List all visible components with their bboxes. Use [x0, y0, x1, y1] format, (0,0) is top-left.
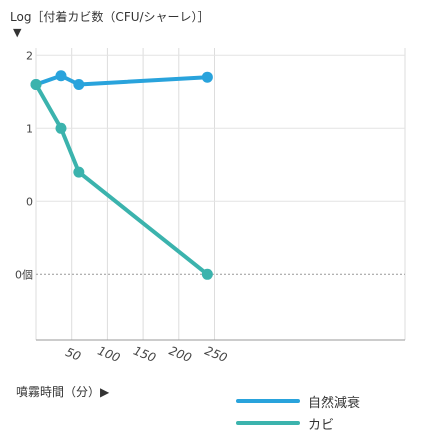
- series-point-0: [201, 71, 213, 83]
- legend-swatch-mold: [236, 421, 300, 425]
- legend-swatch-natural-decay: [236, 399, 300, 403]
- y-tick-label: 0: [26, 195, 33, 208]
- legend-label-mold: カビ: [308, 417, 335, 433]
- y-tick-label: 1: [26, 122, 33, 135]
- series-point-1: [30, 79, 42, 90]
- legend: 自然減衰 カビ: [236, 390, 360, 434]
- x-tick-label: 250: [203, 344, 230, 366]
- y-axis-arrow-icon: ▼: [13, 26, 22, 39]
- legend-label-natural-decay: 自然減衰: [308, 395, 361, 411]
- series-point-1: [201, 268, 213, 280]
- series-line-0: [34, 73, 210, 87]
- x-axis-title: 噴霧時間（分）▶: [16, 385, 110, 399]
- series-point-1: [55, 122, 67, 134]
- y-tick-label: 2: [26, 49, 33, 62]
- series-point-0: [55, 70, 67, 82]
- y-axis-title: Log［付着カビ数（CFU/シャーレ）］: [10, 10, 210, 24]
- series-line-1: [34, 82, 210, 277]
- x-tick-label: 150: [131, 344, 158, 366]
- legend-item-mold: カビ: [236, 412, 360, 434]
- x-tick-label: 100: [96, 344, 123, 366]
- legend-item-natural-decay: 自然減衰: [236, 390, 360, 412]
- series-point-0: [73, 79, 85, 90]
- x-tick-label: 50: [63, 345, 83, 364]
- x-tick-label: 200: [167, 344, 194, 366]
- y-tick-label: 0個: [15, 268, 33, 281]
- series-point-1: [73, 166, 85, 178]
